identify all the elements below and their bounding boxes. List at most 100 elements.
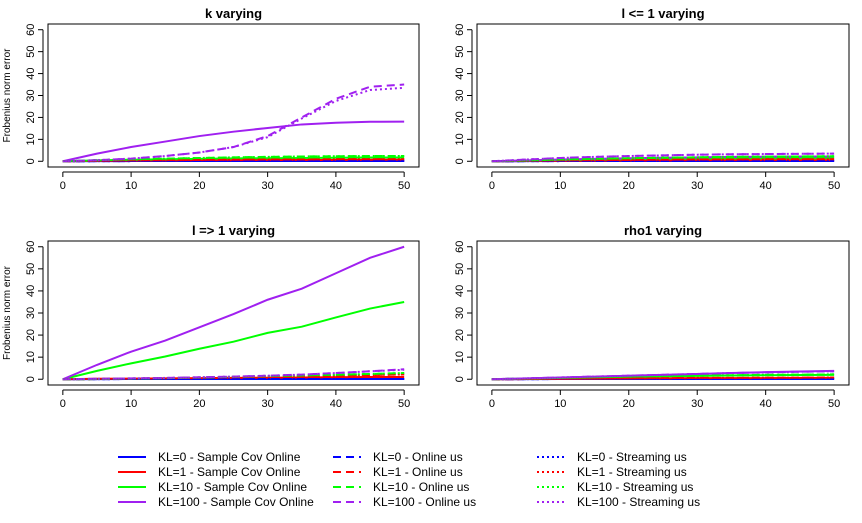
x-tick-label: 20 [193, 180, 205, 192]
legend-entry: KL=0 - Sample Cov Online [118, 450, 301, 464]
legend-label: KL=10 - Sample Cov Online [158, 480, 307, 494]
y-tick-label: 20 [25, 111, 37, 123]
x-tick-label: 0 [489, 398, 495, 410]
y-tick-label: 40 [454, 285, 466, 297]
plot-frame [47, 240, 420, 386]
y-tick-label: 60 [454, 241, 466, 253]
x-tick-label: 50 [828, 180, 840, 192]
panel-3: l => 1 varying Frobenius norm error 0 10 20 3… [2, 223, 420, 410]
legend-label: KL=1 - Streaming us [577, 465, 687, 479]
legend-entry: KL=0 - Online us [333, 450, 463, 464]
x-tick-label: 40 [760, 398, 772, 410]
y-tick-label: 50 [454, 46, 466, 58]
x-tick-label: 40 [330, 398, 342, 410]
legend-entry: KL=10 - Online us [333, 480, 469, 494]
y-tick-label: 10 [454, 351, 466, 363]
panel-title: l => 1 varying [192, 223, 275, 238]
y-axis-label: Frobenius norm error [2, 265, 13, 360]
legend-label: KL=100 - Online us [373, 495, 476, 509]
y-tick-label: 60 [25, 24, 37, 36]
y-tick-label: 40 [25, 285, 37, 297]
x-tick-label: 0 [489, 180, 495, 192]
legend-entry: KL=10 - Sample Cov Online [118, 480, 307, 494]
series-line-KL100-dotted [491, 370, 835, 381]
y-axis: 0 10 20 30 40 50 60 [454, 241, 473, 382]
panel-1: k varying Frobenius norm error 0 10 20 30 40 50… [2, 6, 420, 192]
series-line-KL10-dotted [491, 373, 835, 381]
x-tick-label: 10 [125, 180, 137, 192]
x-axis: 0 10 20 30 40 50 [489, 171, 840, 192]
series-group [62, 245, 405, 381]
x-tick-label: 0 [60, 180, 66, 192]
y-tick-label: 40 [25, 67, 37, 79]
x-tick-label: 20 [623, 180, 635, 192]
legend-label: KL=100 - Sample Cov Online [158, 495, 314, 509]
x-tick-label: 50 [398, 398, 410, 410]
legend-entry: KL=1 - Online us [333, 465, 463, 479]
series-line-KL10-solid [62, 300, 405, 381]
y-tick-label: 0 [454, 158, 466, 164]
series-line-KL100-dotted [62, 368, 405, 381]
panel-4: rho1 varying 0 10 20 30 40 50 0 10 20 30 40 50 60 [454, 223, 850, 410]
y-tick-label: 10 [25, 351, 37, 363]
legend-label: KL=1 - Sample Cov Online [158, 465, 301, 479]
y-tick-label: 50 [454, 263, 466, 275]
x-tick-label: 40 [330, 180, 342, 192]
x-tick-label: 10 [125, 398, 137, 410]
panel-title: rho1 varying [624, 223, 702, 238]
y-tick-label: 40 [454, 67, 466, 79]
panel-2: l <= 1 varying 0 10 20 30 40 50 0 10 20 30 40 50 60 [454, 6, 850, 192]
legend-entry: KL=10 - Streaming us [537, 480, 693, 494]
x-tick-label: 30 [262, 180, 274, 192]
x-tick-label: 30 [262, 398, 274, 410]
legend-label: KL=1 - Online us [373, 465, 463, 479]
y-tick-label: 30 [25, 307, 37, 319]
y-tick-label: 10 [25, 133, 37, 145]
series-group [491, 369, 835, 381]
legend-entry: KL=100 - Online us [333, 495, 476, 509]
x-tick-label: 10 [554, 180, 566, 192]
legend-label: KL=10 - Online us [373, 480, 469, 494]
y-tick-label: 20 [454, 329, 466, 341]
x-tick-label: 50 [828, 398, 840, 410]
series-line-KL100-solid [62, 245, 405, 381]
legend-label: KL=0 - Sample Cov Online [158, 450, 301, 464]
series-group [491, 152, 835, 163]
series-line-KL100-solid [62, 120, 405, 163]
legend-label: KL=0 - Online us [373, 450, 463, 464]
y-tick-label: 60 [454, 24, 466, 36]
x-tick-label: 30 [691, 398, 703, 410]
y-tick-label: 0 [25, 158, 37, 164]
plot-frame [476, 23, 850, 168]
y-tick-label: 50 [25, 263, 37, 275]
series-line-KL100-dotted [62, 86, 405, 163]
series-group [62, 83, 405, 163]
legend-entry: KL=0 - Streaming us [537, 450, 687, 464]
legend-label: KL=100 - Streaming us [577, 495, 700, 509]
x-tick-label: 0 [60, 398, 66, 410]
y-axis: 0 10 20 30 40 50 60 [25, 241, 44, 382]
y-tick-label: 30 [454, 89, 466, 101]
legend-entry: KL=1 - Sample Cov Online [118, 465, 301, 479]
x-axis: 0 10 20 30 40 50 [60, 171, 410, 192]
x-tick-label: 30 [691, 180, 703, 192]
y-axis: 0 10 20 30 40 50 60 [25, 24, 44, 164]
plot-frame [47, 23, 420, 168]
legend-entry: KL=1 - Streaming us [537, 465, 687, 479]
y-tick-label: 20 [454, 111, 466, 123]
plot-frame [476, 240, 850, 386]
x-axis: 0 10 20 30 40 50 [489, 389, 840, 410]
y-tick-label: 0 [454, 376, 466, 382]
series-line-KL100-dotted [491, 152, 835, 163]
panel-title: l <= 1 varying [621, 6, 704, 21]
y-axis: 0 10 20 30 40 50 60 [454, 24, 473, 164]
y-tick-label: 50 [25, 46, 37, 58]
y-tick-label: 0 [25, 376, 37, 382]
series-line-KL10-dotted [491, 155, 835, 163]
panel-title: k varying [205, 6, 262, 21]
y-tick-label: 30 [25, 89, 37, 101]
legend-label: KL=10 - Streaming us [577, 480, 693, 494]
legend-entry: KL=100 - Sample Cov Online [118, 495, 314, 509]
